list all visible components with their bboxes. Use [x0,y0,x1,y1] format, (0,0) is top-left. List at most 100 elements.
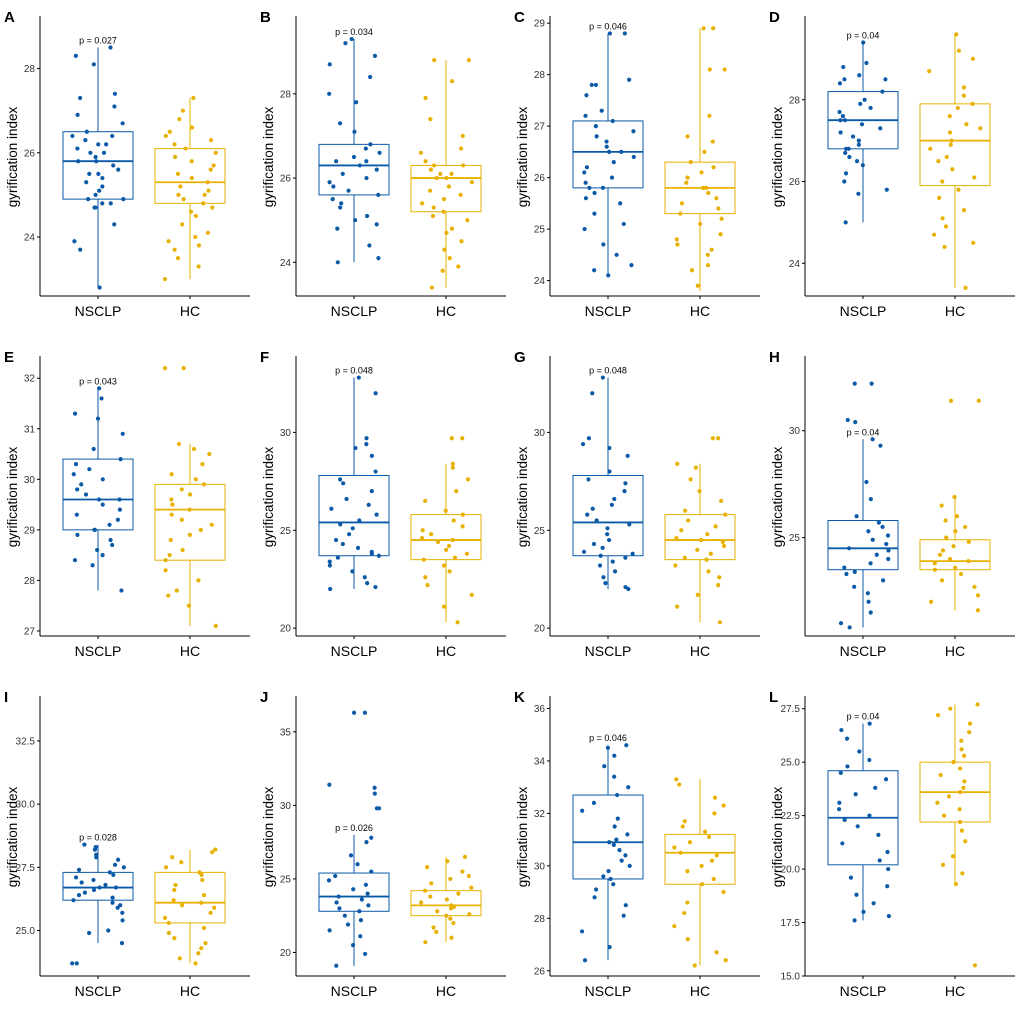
data-point [366,502,371,507]
x-tick-label-hc: HC [180,983,200,999]
data-point [100,184,105,189]
y-tick-label: 35 [280,727,292,738]
panel-letter: F [260,349,269,366]
data-point [685,900,690,905]
data-point [857,73,862,78]
data-point [723,958,728,963]
data-point [947,556,953,562]
data-point [95,547,100,553]
data-point [935,800,940,805]
data-point [429,881,434,886]
data-point [705,532,710,537]
data-point [112,222,117,227]
p-value-label: p = 0.04 [847,427,880,437]
data-point [202,925,207,931]
data-point [336,894,341,899]
data-point [937,552,943,557]
data-point [193,477,198,482]
data-point [106,928,111,933]
data-point [428,167,434,172]
data-point [73,875,79,880]
data-point [467,912,472,917]
data-point [722,67,727,72]
data-point [621,221,626,227]
data-point [88,150,93,155]
data-point [92,205,97,210]
group-hc [664,777,736,968]
data-point [432,58,437,63]
data-point [93,154,98,160]
data-point [593,124,598,129]
data-point [444,897,449,902]
data-point [710,139,715,144]
data-point [878,126,883,131]
data-point [619,858,624,863]
y-axis-label: gyrification index [5,106,20,207]
data-point [365,213,370,219]
data-point [337,477,343,482]
box-iqr [664,514,736,561]
data-point [97,188,102,193]
data-point [714,853,719,858]
data-point [583,180,588,185]
data-point [460,524,465,529]
data-point [717,575,722,580]
data-point [374,167,379,172]
data-point [459,239,464,244]
x-tick-label-nsclp: NSCLP [840,643,887,659]
data-point [369,489,374,494]
data-point [193,961,198,966]
data-point [366,903,371,908]
data-point [592,268,597,273]
x-tick-label-hc: HC [690,643,710,659]
y-tick-label: 25 [534,225,546,236]
data-point [961,208,967,213]
data-point [327,91,332,96]
data-point [202,482,207,487]
data-point [677,782,682,787]
data-point [115,517,120,522]
data-point [364,436,369,441]
data-point [119,941,125,946]
data-point [612,496,617,502]
data-point [950,167,955,172]
data-point [932,567,937,572]
data-point [168,537,173,543]
data-point [377,150,382,155]
data-point [883,777,889,782]
data-point [449,436,454,441]
data-point [189,159,194,164]
data-point [104,142,109,147]
data-point [712,811,717,816]
data-point [172,154,178,160]
data-point [610,559,615,564]
data-point [120,910,125,915]
data-point [180,108,186,113]
data-point [672,924,677,929]
y-tick-label: 27.5 [16,863,36,874]
p-value-label: p = 0.043 [79,376,117,386]
data-point [961,93,966,98]
data-point [213,847,218,852]
data-point [951,544,956,549]
data-point [74,961,79,966]
data-point [199,872,204,878]
y-tick-label: 30 [280,801,292,812]
data-point [172,887,177,893]
data-point [967,730,972,735]
box-iqr [318,872,390,912]
y-axis-label: gyrification index [770,106,785,207]
data-point [174,588,179,593]
data-point [343,41,348,46]
data-point [107,870,112,875]
data-point [372,53,378,59]
data-point [163,133,168,139]
y-tick-label: 27 [534,122,546,133]
x-tick-label-nsclp: NSCLP [75,643,122,659]
data-point [947,130,953,135]
data-point [444,175,449,181]
y-tick-label: 30 [789,426,801,437]
data-point [602,764,607,769]
